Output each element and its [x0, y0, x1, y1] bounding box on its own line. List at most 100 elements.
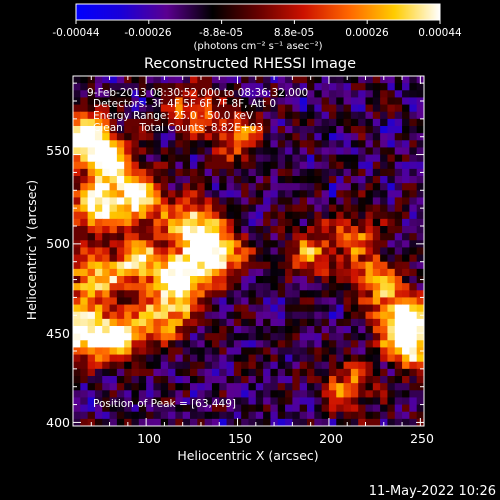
heatmap-cell	[402, 304, 410, 313]
heatmap-cell	[372, 126, 381, 134]
heatmap-cell	[168, 197, 176, 206]
heatmap-cell	[409, 176, 418, 184]
heatmap-cell	[270, 161, 279, 170]
heatmap-cell	[226, 240, 235, 249]
heatmap-cell	[131, 268, 140, 277]
heatmap-cell	[394, 397, 403, 406]
heatmap-cell	[358, 83, 367, 91]
heatmap-cell	[277, 133, 286, 141]
heatmap-cell	[190, 304, 198, 313]
heatmap-cell	[314, 111, 323, 120]
heatmap-cell	[263, 261, 272, 270]
heatmap-cell	[241, 133, 250, 141]
heatmap-cell	[409, 290, 418, 299]
heatmap-cell	[109, 83, 118, 91]
heatmap-cell	[241, 347, 250, 356]
heatmap-cell	[197, 318, 206, 327]
heatmap-cell	[80, 154, 89, 163]
heatmap-cell	[80, 226, 89, 234]
heatmap-cell	[226, 97, 235, 106]
heatmap-cell	[307, 90, 315, 99]
heatmap-cell	[299, 126, 308, 134]
heatmap-cell	[146, 326, 155, 334]
heatmap-cell	[358, 411, 367, 420]
heatmap-cell	[263, 204, 272, 213]
heatmap-cell	[314, 104, 323, 113]
heatmap-cell	[87, 97, 96, 106]
heatmap-cell	[73, 147, 81, 156]
heatmap-cell	[321, 197, 330, 206]
heatmap-cell	[211, 397, 220, 406]
heatmap-cell	[416, 318, 424, 327]
heatmap-cell	[116, 111, 125, 120]
heatmap-cell	[321, 176, 330, 184]
heatmap-cell	[307, 197, 315, 206]
heatmap-cell	[387, 176, 396, 184]
heatmap-cell	[350, 418, 359, 426]
y-tick-label: 450	[46, 326, 70, 341]
heatmap-cell	[314, 354, 323, 363]
heatmap-cell	[336, 147, 345, 156]
heatmap-cell	[402, 90, 410, 99]
heatmap-cell	[131, 204, 140, 213]
heatmap-cell	[241, 83, 250, 91]
heatmap-cell	[109, 247, 118, 256]
heatmap-cell	[394, 390, 403, 399]
heatmap-cell	[190, 111, 198, 120]
heatmap-cell	[197, 183, 206, 191]
heatmap-cell	[402, 368, 410, 377]
heatmap-cell	[350, 147, 359, 156]
heatmap-cell	[372, 240, 381, 249]
heatmap-cell	[204, 133, 213, 141]
heatmap-cell	[394, 104, 403, 113]
heatmap-cell	[102, 226, 111, 234]
heatmap-cell	[372, 326, 381, 334]
heatmap-cell	[109, 390, 118, 399]
heatmap-cell	[328, 147, 337, 156]
heatmap-cell	[255, 297, 264, 306]
heatmap-cell	[321, 76, 330, 84]
heatmap-cell	[255, 347, 264, 356]
heatmap-cell	[87, 90, 96, 99]
heatmap-cell	[248, 261, 257, 270]
heatmap-cell	[94, 361, 103, 370]
heatmap-cell	[153, 340, 162, 349]
heatmap-cell	[168, 411, 176, 420]
heatmap-cell	[219, 390, 228, 399]
heatmap-cell	[270, 347, 279, 356]
heatmap-cell	[138, 76, 147, 84]
heatmap-image	[73, 76, 424, 426]
heatmap-cell	[409, 240, 418, 249]
heatmap-cell	[314, 297, 323, 306]
heatmap-cell	[124, 326, 133, 334]
heatmap-cell	[263, 390, 272, 399]
heatmap-cell	[263, 211, 272, 220]
heatmap-cell	[146, 190, 155, 199]
heatmap-cell	[190, 418, 198, 426]
heatmap-cell	[94, 168, 103, 177]
heatmap-cell	[226, 347, 235, 356]
heatmap-cell	[387, 304, 396, 313]
heatmap-cell	[314, 161, 323, 170]
heatmap-cell	[211, 376, 220, 384]
heatmap-cell	[153, 240, 162, 249]
heatmap-cell	[168, 340, 176, 349]
heatmap-cell	[197, 290, 206, 299]
heatmap-cell	[233, 90, 242, 99]
heatmap-cell	[358, 168, 367, 177]
heatmap-cell	[175, 347, 184, 356]
heatmap-cell	[138, 247, 147, 256]
heatmap-cell	[321, 283, 330, 291]
heatmap-cell	[182, 347, 191, 356]
heatmap-cell	[211, 368, 220, 377]
heatmap-cell	[124, 118, 133, 127]
heatmap-cell	[116, 404, 125, 413]
heatmap-cell	[307, 176, 315, 184]
heatmap-cell	[307, 233, 315, 241]
heatmap-cell	[80, 340, 89, 349]
heatmap-cell	[124, 147, 133, 156]
heatmap-cell	[380, 111, 389, 120]
heatmap-cell	[219, 354, 228, 363]
heatmap-cell	[160, 218, 169, 227]
heatmap-cell	[248, 247, 257, 256]
